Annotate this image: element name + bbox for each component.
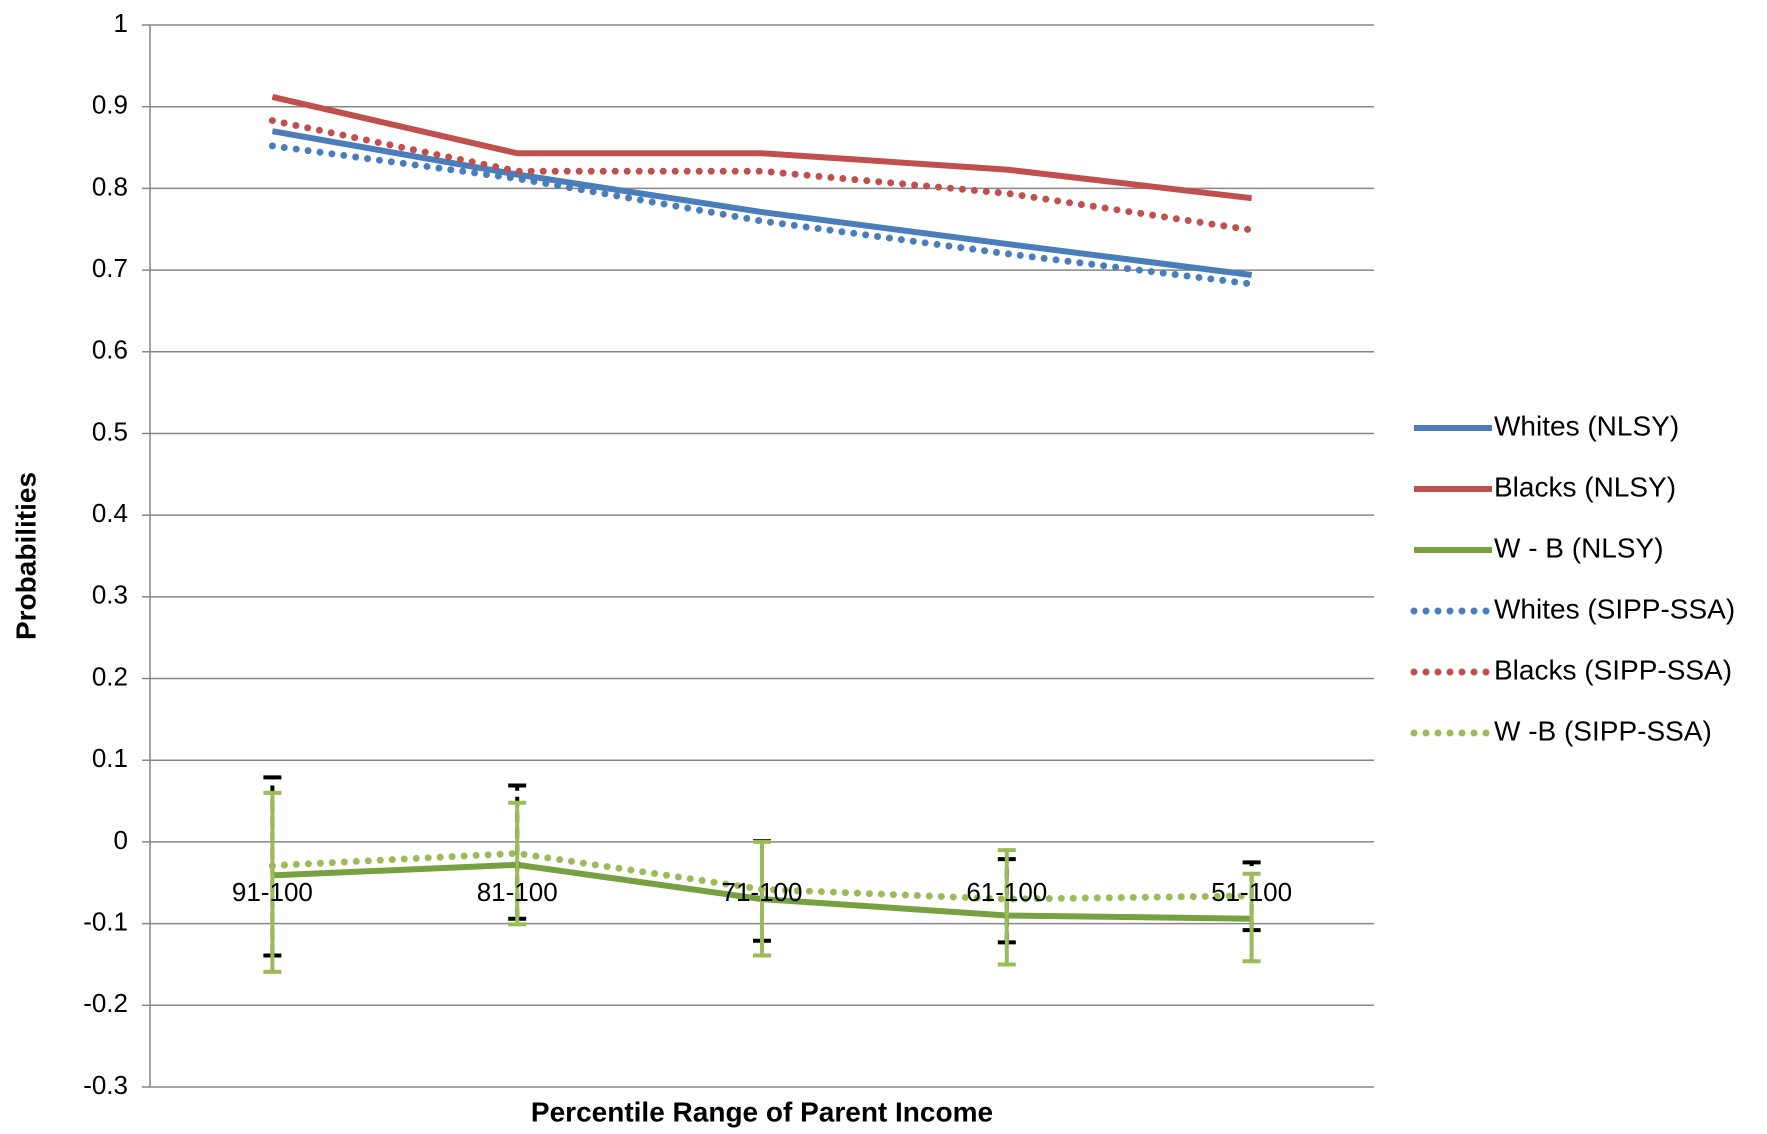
error-bar <box>263 790 282 974</box>
legend-label: W -B (SIPP-SSA) <box>1494 715 1712 746</box>
y-tick-label: 0 <box>114 825 128 855</box>
legend-item: W - B (NLSY) <box>1414 532 1664 563</box>
error-bar <box>1242 871 1261 964</box>
y-tick-label: 0.7 <box>92 253 128 283</box>
legend-item: Blacks (NLSY) <box>1414 471 1676 502</box>
legend-label: Blacks (NLSY) <box>1494 471 1676 502</box>
legend-label: Whites (SIPP-SSA) <box>1494 593 1735 624</box>
y-tick-label: 0.2 <box>92 661 128 691</box>
y-tick-label: -0.1 <box>83 906 128 936</box>
x-tick-label: 51-100 <box>1211 877 1292 907</box>
y-tick-label: 0.9 <box>92 90 128 120</box>
legend-label: W - B (NLSY) <box>1494 532 1664 563</box>
error-bar <box>997 848 1016 967</box>
series-line <box>268 117 1256 234</box>
error-bar <box>753 839 771 958</box>
x-tick-label: 71-100 <box>722 877 803 907</box>
y-tick-label: 0.1 <box>92 743 128 773</box>
y-tick-label: 0.6 <box>92 335 128 365</box>
legend-label: Blacks (SIPP-SSA) <box>1494 654 1732 685</box>
y-tick-label: 0.8 <box>92 171 128 201</box>
x-axis-title: Percentile Range of Parent Income <box>531 1096 993 1127</box>
y-tick-label: 1 <box>114 8 128 38</box>
y-tick-label: 0.5 <box>92 416 128 446</box>
legend-item: Whites (SIPP-SSA) <box>1410 593 1735 624</box>
y-tick-label: -0.3 <box>83 1070 128 1100</box>
y-tick-label: 0.4 <box>92 498 128 528</box>
series-line <box>271 93 1252 202</box>
error-bar <box>508 800 527 927</box>
series-line <box>268 142 1256 288</box>
series-line <box>271 128 1252 278</box>
legend-item: Blacks (SIPP-SSA) <box>1410 654 1732 685</box>
y-tick-label: -0.2 <box>83 988 128 1018</box>
x-tick-label: 81-100 <box>477 877 558 907</box>
x-tick-label: 91-100 <box>232 877 313 907</box>
legend-item: W -B (SIPP-SSA) <box>1410 715 1712 746</box>
y-tick-label: 0.3 <box>92 580 128 610</box>
y-axis-title: Probabilities <box>10 472 41 640</box>
legend-label: Whites (NLSY) <box>1494 410 1679 441</box>
x-tick-label: 61-100 <box>966 877 1047 907</box>
legend-item: Whites (NLSY) <box>1414 410 1679 441</box>
